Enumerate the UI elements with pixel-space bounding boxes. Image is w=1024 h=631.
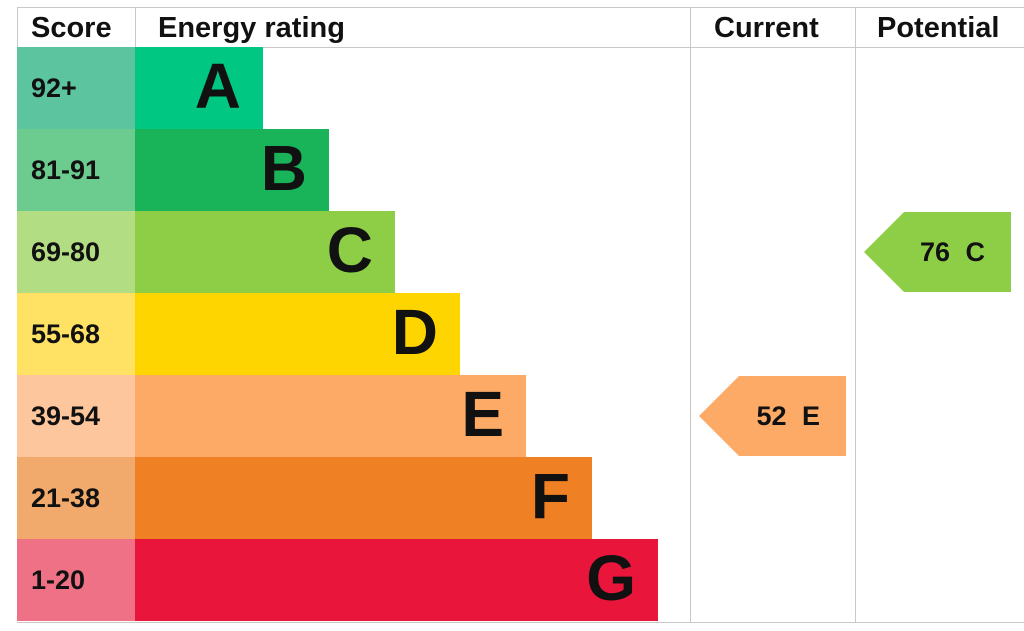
potential-divider xyxy=(855,7,856,623)
score-range-d: 55-68 xyxy=(17,293,135,375)
rating-bar-c: C xyxy=(135,211,395,293)
rating-bar-f: F xyxy=(135,457,592,539)
score-range-c: 69-80 xyxy=(17,211,135,293)
score-range-f: 21-38 xyxy=(17,457,135,539)
left-border xyxy=(17,7,18,48)
score-range-g: 1-20 xyxy=(17,539,135,621)
header-potential: Potential xyxy=(877,12,1000,44)
top-border xyxy=(17,7,1024,8)
score-divider xyxy=(135,7,136,48)
header-energy-rating: Energy rating xyxy=(158,12,345,44)
rating-bar-b: B xyxy=(135,129,329,211)
rating-bar-d: D xyxy=(135,293,460,375)
bottom-border xyxy=(17,622,1024,623)
rating-bar-a: A xyxy=(135,47,263,129)
rating-bar-e: E xyxy=(135,375,526,457)
header-divider xyxy=(17,47,1024,48)
rating-bar-g: G xyxy=(135,539,658,621)
score-range-e: 39-54 xyxy=(17,375,135,457)
current-divider xyxy=(690,7,691,623)
score-range-b: 81-91 xyxy=(17,129,135,211)
score-range-a: 92+ xyxy=(17,47,135,129)
potential-rating-arrow: 76 C xyxy=(864,212,1011,292)
header-score: Score xyxy=(31,12,112,44)
current-rating-arrow: 52 E xyxy=(699,376,846,456)
header-current: Current xyxy=(714,12,819,44)
